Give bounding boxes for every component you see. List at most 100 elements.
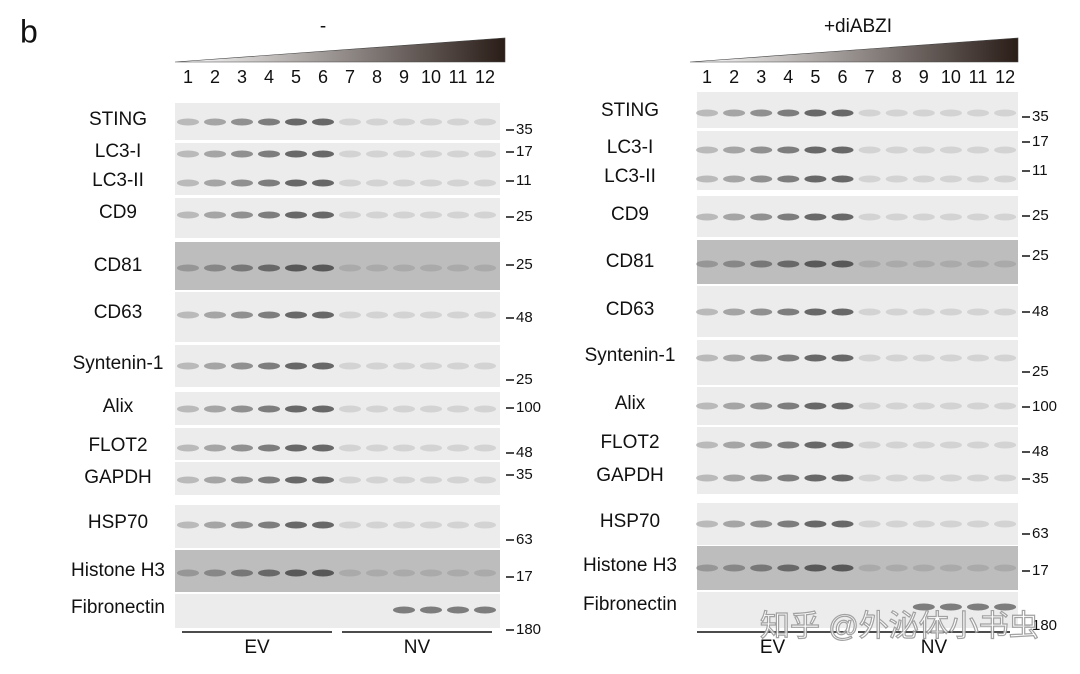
blot-strip — [175, 103, 500, 140]
band — [939, 402, 962, 410]
band — [939, 146, 962, 154]
band — [994, 213, 1017, 221]
band — [474, 476, 496, 484]
band — [366, 444, 388, 452]
band — [777, 354, 800, 362]
band — [750, 213, 773, 221]
band — [339, 150, 361, 158]
band — [804, 109, 827, 117]
band — [831, 441, 854, 449]
band — [420, 311, 442, 319]
band — [231, 521, 253, 529]
protein-label: Fibronectin — [583, 594, 677, 615]
blot-strip — [175, 550, 500, 592]
blot-strip — [697, 462, 1018, 494]
band — [831, 474, 854, 482]
band — [339, 179, 361, 187]
band — [912, 146, 935, 154]
protein-label: CD81 — [606, 251, 655, 272]
band — [204, 362, 226, 370]
protein-label: Alix — [103, 396, 134, 417]
band — [339, 521, 361, 529]
mw-marker: 11 — [1032, 162, 1048, 179]
lane-label: 1 — [183, 67, 193, 87]
lane-label: 12 — [475, 67, 495, 87]
band — [177, 569, 199, 577]
band — [258, 569, 280, 577]
protein-label: CD63 — [94, 302, 143, 323]
band — [967, 474, 989, 482]
band — [831, 260, 854, 268]
band — [912, 441, 935, 449]
band — [177, 179, 199, 187]
band — [994, 564, 1017, 572]
band — [804, 354, 827, 362]
band — [420, 521, 442, 529]
band — [393, 179, 415, 187]
band — [258, 521, 280, 529]
protein-label: CD9 — [99, 202, 137, 223]
lane-label: 2 — [729, 67, 739, 87]
blot-strip — [697, 196, 1018, 237]
band — [939, 109, 962, 117]
blot-strip — [175, 143, 500, 195]
band — [474, 606, 496, 614]
band — [723, 564, 746, 572]
band — [696, 175, 718, 183]
mw-marker: 63 — [516, 531, 533, 548]
band — [804, 564, 827, 572]
band — [858, 354, 881, 362]
band — [723, 213, 746, 221]
band — [312, 444, 334, 452]
band — [366, 179, 388, 187]
band — [831, 520, 854, 528]
band — [750, 354, 773, 362]
band — [366, 405, 388, 413]
band — [204, 118, 226, 126]
band — [393, 150, 415, 158]
band — [393, 311, 415, 319]
band — [258, 311, 280, 319]
band — [474, 521, 496, 529]
band — [177, 150, 199, 158]
band — [258, 150, 280, 158]
band — [804, 402, 827, 410]
band — [831, 146, 854, 154]
band — [967, 402, 989, 410]
band — [912, 564, 935, 572]
band — [939, 354, 962, 362]
band — [339, 311, 361, 319]
band — [967, 109, 989, 117]
band — [994, 146, 1017, 154]
band — [231, 150, 253, 158]
band — [285, 444, 307, 452]
band — [831, 354, 854, 362]
panel-label: b — [20, 13, 38, 49]
band — [312, 211, 334, 219]
band — [204, 211, 226, 219]
band — [285, 405, 307, 413]
band — [420, 606, 442, 614]
lane-label: 6 — [318, 67, 328, 87]
blot-strip — [175, 594, 500, 628]
band — [231, 311, 253, 319]
band — [967, 354, 989, 362]
band — [967, 260, 989, 268]
band — [204, 569, 226, 577]
band — [258, 118, 280, 126]
band — [804, 308, 827, 316]
panel-title: - — [320, 16, 326, 37]
band — [339, 444, 361, 452]
band — [366, 264, 388, 272]
band — [804, 213, 827, 221]
mw-marker: 25 — [516, 371, 533, 388]
band — [750, 260, 773, 268]
lane-label: 9 — [919, 67, 929, 87]
band — [885, 213, 908, 221]
band — [831, 109, 854, 117]
band — [885, 564, 908, 572]
band — [177, 476, 199, 484]
lane-label: 4 — [783, 67, 793, 87]
band — [204, 179, 226, 187]
band — [885, 308, 908, 316]
